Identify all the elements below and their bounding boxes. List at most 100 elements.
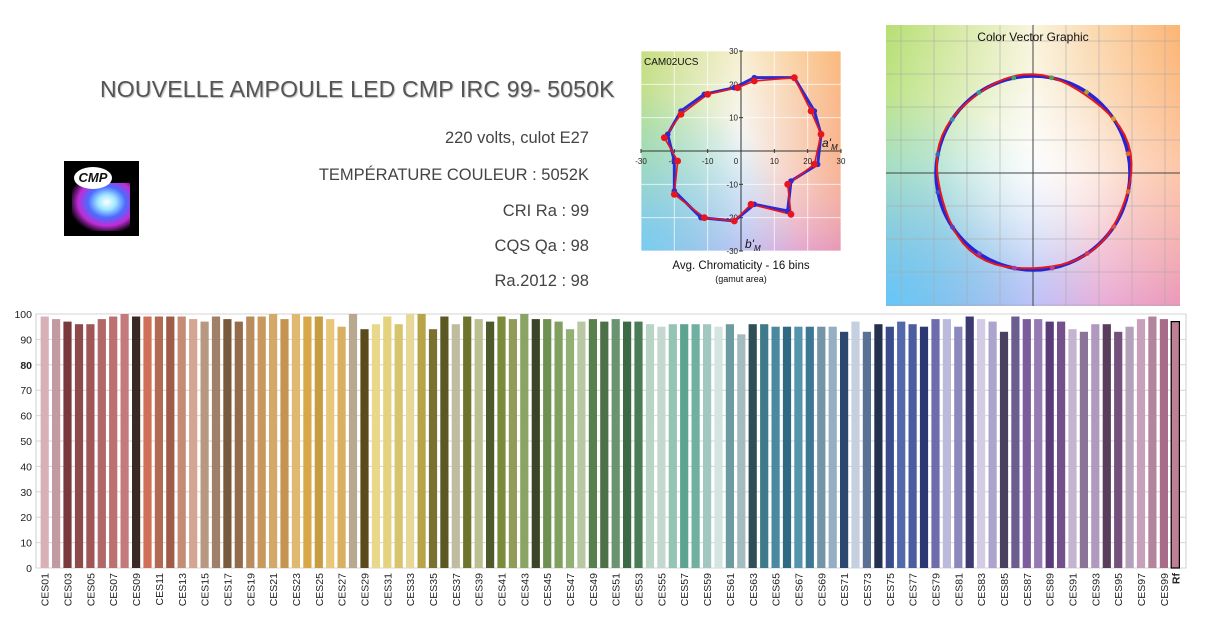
b-axis-label: b'M xyxy=(745,237,761,253)
bar-ces17 xyxy=(223,319,232,568)
bar-ces62 xyxy=(737,334,746,568)
bar-ces15 xyxy=(200,321,209,568)
bar-x-tick-label: CES87 xyxy=(1022,573,1034,606)
bar-ces48 xyxy=(577,321,586,568)
bar-ces72 xyxy=(851,321,860,568)
bar-x-tick-label: CES83 xyxy=(976,573,988,606)
logo-text: CMP xyxy=(74,167,112,189)
bar-x-tick-label: CES05 xyxy=(85,573,97,606)
bar-x-tick-label: CES33 xyxy=(405,573,417,606)
bar-x-tick-label: CES29 xyxy=(360,573,372,606)
bar-x-tick-label: CES71 xyxy=(839,573,851,606)
bar-ces97 xyxy=(1136,319,1146,568)
bar-x-tick-label: CES79 xyxy=(931,573,943,606)
bar-ces63 xyxy=(748,324,757,568)
bar-ces59 xyxy=(703,324,712,568)
bar-x-tick-label: CES65 xyxy=(771,573,783,606)
vector-title: Color Vector Graphic xyxy=(977,30,1088,44)
bar-ces56 xyxy=(668,324,677,568)
bar-x-tick-label: CES63 xyxy=(748,573,760,606)
vector-hue-marker xyxy=(976,90,982,95)
bar-x-tick-label: CES67 xyxy=(793,573,805,606)
bar-x-tick-label: CES77 xyxy=(908,573,920,606)
chroma-y-tick-label: -10 xyxy=(726,180,738,189)
bar-ces27 xyxy=(337,326,346,568)
bar-y-tick-label: 90 xyxy=(20,334,32,346)
vector-hue-marker xyxy=(1125,151,1131,157)
bar-x-tick-label: CES39 xyxy=(474,573,486,606)
chroma-corner-label: CAM02UCS xyxy=(644,57,699,68)
bar-x-tick-label: Rf xyxy=(1170,573,1182,585)
bar-x-tick-label: CES59 xyxy=(702,573,714,606)
bar-ces93 xyxy=(1091,324,1100,568)
bar-y-tick-label: 0 xyxy=(26,563,32,575)
bar-ces71 xyxy=(840,331,849,568)
bar-ces25 xyxy=(314,316,323,568)
bar-ces94 xyxy=(1102,324,1111,568)
vector-hue-marker xyxy=(1011,75,1017,81)
chroma-test-point xyxy=(700,214,708,222)
logo-glow xyxy=(72,183,130,231)
bar-ces19 xyxy=(246,316,255,568)
vector-hue-marker xyxy=(935,152,941,157)
bar-ces07 xyxy=(109,316,118,568)
bar-ces43 xyxy=(520,314,529,568)
bar-x-tick-label: CES21 xyxy=(268,573,280,606)
chroma-test-point xyxy=(734,84,742,92)
bar-ces11 xyxy=(154,316,163,568)
bar-ces22 xyxy=(280,319,289,568)
vector-hue-marker xyxy=(1049,265,1055,271)
bar-x-tick-label: CES95 xyxy=(1113,573,1125,606)
bar-ces31 xyxy=(383,316,392,568)
bar-ces78 xyxy=(919,326,929,568)
bar-ces74 xyxy=(874,324,883,568)
bar-ces55 xyxy=(657,326,666,568)
bar-x-tick-label: CES91 xyxy=(1068,573,1080,606)
bar-x-tick-label: CES73 xyxy=(862,573,874,606)
bar-y-tick-label: 40 xyxy=(20,461,32,473)
bar-x-tick-label: CES13 xyxy=(177,573,189,606)
bar-ces50 xyxy=(600,321,609,568)
vector-hue-marker xyxy=(1084,89,1089,95)
bar-ces66 xyxy=(782,326,792,568)
bar-x-tick-label: CES93 xyxy=(1090,573,1102,606)
bar-x-tick-label: CES17 xyxy=(222,573,234,606)
bar-ces38 xyxy=(463,316,472,568)
bar-x-tick-label: CES15 xyxy=(200,573,212,606)
bar-rf xyxy=(1170,321,1180,569)
bar-x-tick-label: CES99 xyxy=(1159,573,1171,606)
bar-ces32 xyxy=(394,324,403,568)
bar-ces86 xyxy=(1011,316,1020,568)
bar-ces49 xyxy=(588,319,597,568)
page-title: NOUVELLE AMPOULE LED CMP IRC 99- 5050K xyxy=(100,76,615,102)
bar-x-tick-label: CES61 xyxy=(725,573,737,606)
vector-test-line xyxy=(935,73,1133,270)
bar-y-tick-label: 10 xyxy=(20,538,32,550)
bar-ces08 xyxy=(120,314,129,568)
bar-ces96 xyxy=(1125,326,1134,568)
bar-ces65 xyxy=(771,326,780,568)
bar-x-tick-label: CES09 xyxy=(131,573,143,606)
bar-ces30 xyxy=(371,324,380,568)
vector-hue-marker xyxy=(949,117,955,122)
bar-ces70 xyxy=(828,326,837,568)
bar-ces98 xyxy=(1148,316,1157,568)
bar-ces99 xyxy=(1159,319,1168,568)
bar-ces29 xyxy=(360,329,369,568)
bar-ces82 xyxy=(965,316,974,568)
chroma-caption: Avg. Chromaticity - 16 bins xyxy=(672,260,809,272)
bar-y-tick-label: 100 xyxy=(14,309,32,321)
bar-x-tick-label: CES85 xyxy=(999,573,1011,606)
bar-ces42 xyxy=(508,319,517,568)
bar-ces05 xyxy=(86,324,95,568)
bar-ces18 xyxy=(234,321,243,568)
bar-ces39 xyxy=(474,319,483,568)
bar-ces76 xyxy=(897,321,906,568)
bar-ces89 xyxy=(1045,321,1054,568)
chroma-test-point xyxy=(787,210,795,218)
bar-ces28 xyxy=(348,314,358,568)
bar-x-tick-label: CES31 xyxy=(382,573,394,606)
bar-x-tick-label: CES27 xyxy=(337,573,349,606)
bar-ces87 xyxy=(1022,319,1031,568)
spec-voltage: 220 volts, culot E27 xyxy=(444,129,589,147)
